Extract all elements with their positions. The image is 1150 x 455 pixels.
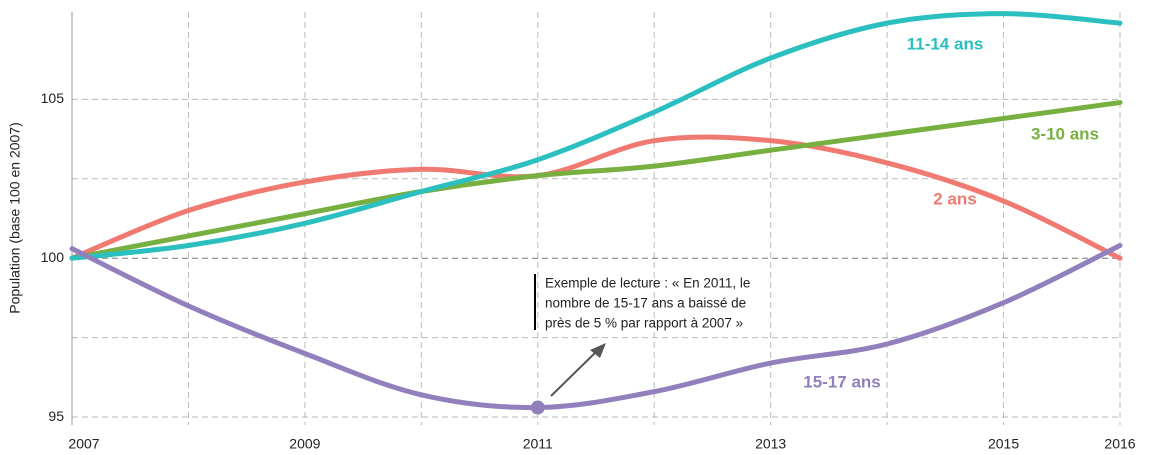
y-tick-label: 100: [41, 249, 65, 265]
arrow-head: [590, 343, 606, 358]
series-label: 11-14 ans: [907, 34, 984, 53]
series-line: [69, 134, 1123, 261]
annotation-arrow: [550, 349, 599, 397]
y-tick-label: 105: [41, 90, 65, 106]
series-label: 15-17 ans: [803, 372, 881, 391]
highlight-point: [530, 400, 545, 415]
y-axis-label: Population (base 100 en 2007): [7, 122, 23, 313]
annotation: nombre de 15-17 ans a baissé de: [545, 296, 746, 311]
annotation: près de 5 % par rapport à 2007 »: [545, 316, 743, 331]
x-tick-label: 2011: [523, 436, 553, 452]
x-tick-label: 2016: [1104, 436, 1135, 452]
annotation: Exemple de lecture : « En 2011, le: [545, 276, 750, 291]
x-tick-label: 2015: [988, 436, 1019, 452]
series-line: [69, 100, 1123, 261]
series-line: [69, 11, 1123, 261]
x-tick-label: 2007: [68, 436, 99, 452]
x-tick-label: 2009: [289, 436, 320, 452]
y-tick-label: 95: [48, 408, 64, 424]
x-tick-label: 2013: [755, 436, 786, 452]
series-line: [69, 243, 1123, 411]
series-label: 2 ans: [933, 189, 976, 208]
series-label: 3-10 ans: [1031, 124, 1099, 143]
